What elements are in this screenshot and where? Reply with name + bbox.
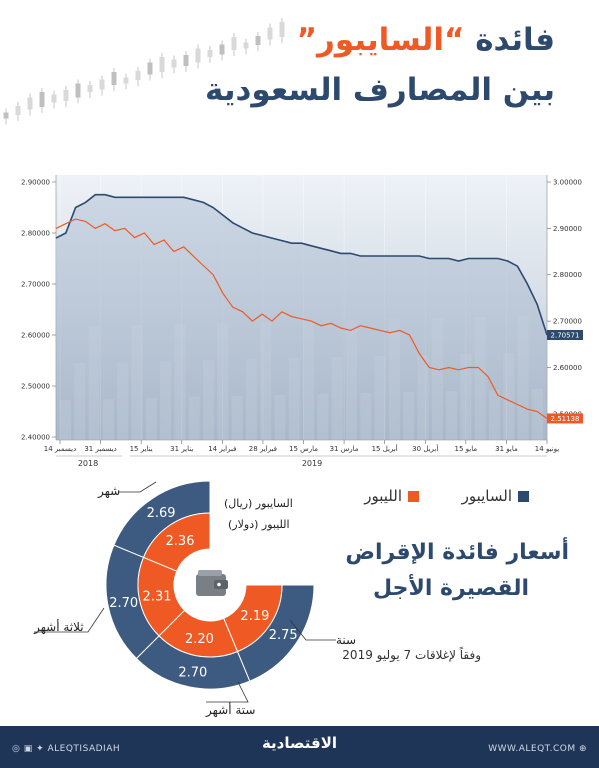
candle	[123, 77, 129, 84]
candle	[231, 37, 237, 50]
legend-libor-swatch	[408, 491, 419, 502]
saibor-value-label: 2.70	[109, 596, 138, 611]
footer-website[interactable]: WWW.ALEQT.COM ⊕	[488, 744, 587, 754]
candle	[219, 44, 225, 55]
year-label: 2019	[302, 459, 322, 468]
libor-segment-year	[223, 584, 283, 653]
legend-libor: الليبور	[364, 487, 419, 505]
x-tick-label: 14 ديسمبر	[44, 445, 76, 453]
data-note: وفقاً لإغلاقات 7 يوليو 2019	[342, 648, 481, 662]
header-candlestick-decoration	[3, 18, 285, 125]
candle	[147, 62, 153, 75]
candle	[51, 94, 57, 103]
left-axis-tick: 2.40000	[21, 434, 50, 442]
left-axis-tick: 2.90000	[21, 179, 50, 187]
candle	[255, 36, 261, 45]
libor-value-label: 2.36	[166, 534, 195, 549]
candle	[183, 55, 189, 66]
key-libor: الليبور (دولار)	[228, 518, 290, 531]
page-subtitle: بين المصارف السعودية	[205, 72, 555, 108]
x-tick-label: 31 يناير	[170, 445, 193, 453]
left-axis-tick: 2.60000	[21, 332, 50, 340]
candle	[63, 90, 69, 101]
candle	[75, 83, 81, 98]
candle	[3, 112, 9, 119]
candle	[135, 71, 141, 80]
x-tick-label: 15 أبريل	[372, 444, 398, 453]
x-tick-label: 31 ديسمبر	[84, 445, 116, 453]
right-axis-tick: 2.70000	[553, 318, 582, 326]
x-tick-label: 15 مارس	[289, 445, 318, 453]
candle	[87, 85, 93, 92]
x-tick-label: 15 يناير	[130, 445, 153, 453]
x-tick-label: 15 مايو	[455, 445, 478, 453]
x-tick-label: 31 مايو	[495, 445, 518, 453]
libor-last-badge	[547, 413, 583, 424]
left-axis-tick: 2.50000	[21, 383, 50, 391]
title-accent: “السايبور”	[296, 22, 465, 58]
saibor-last-badge	[547, 330, 583, 340]
candle	[171, 59, 177, 68]
page-title: فائدة “السايبور”	[296, 22, 555, 58]
year-label: 2018	[78, 459, 98, 468]
right-axis-tick: 2.80000	[553, 271, 582, 279]
left-axis-tick: 2.70000	[21, 281, 50, 289]
libor-last-label: 2.51138	[551, 415, 580, 423]
candle	[267, 27, 273, 40]
footer-brand: الاقتصادية	[261, 734, 338, 752]
libor-value-label: 2.19	[240, 609, 269, 624]
footer-social: ◎ ▣ ✦ ALEQTISADIAH	[12, 744, 121, 754]
saibor-last-label: 2.70571	[551, 332, 580, 340]
x-tick-label: 30 أبريل	[412, 444, 438, 453]
candle	[195, 48, 201, 63]
libor-segment-3m	[137, 556, 186, 637]
right-axis-tick: 2.60000	[553, 364, 582, 372]
saibor-area	[56, 194, 547, 440]
candle	[111, 72, 117, 85]
legend-saibor-swatch	[518, 491, 529, 502]
candle	[39, 92, 45, 107]
right-axis-tick: 2.90000	[553, 225, 582, 233]
section-title-line2: القصيرة الأجل	[372, 576, 529, 601]
x-tick-label: 14 يونيو	[535, 445, 559, 453]
right-axis-tick: 3.00000	[553, 179, 582, 187]
candle	[27, 97, 33, 110]
saibor-value-label: 2.75	[269, 628, 298, 643]
libor-segment-6m	[158, 609, 239, 658]
saibor-value-label: 2.70	[178, 665, 207, 680]
footer: ◎ ▣ ✦ ALEQTISADIAH الاقتصادية WWW.ALEQT.…	[0, 726, 599, 768]
libor-value-label: 2.31	[143, 590, 172, 605]
libor-line	[55, 218, 548, 419]
wallet-icon	[196, 570, 228, 596]
candle	[279, 22, 285, 37]
x-tick-label: 28 فبراير	[249, 445, 277, 453]
libor-segment-month	[142, 512, 211, 572]
key-saibor: السايبور (ريال)	[224, 497, 293, 510]
cat-label-6m: ستة أشهر	[206, 703, 256, 717]
libor-value-label: 2.20	[185, 632, 214, 647]
candle	[207, 50, 213, 57]
saibor-line	[55, 193, 548, 336]
cat-label-year: سنة	[336, 633, 357, 647]
cat-label-3m: ثلاثة أشهر	[34, 620, 84, 634]
x-tick-label: 14 فبراير	[208, 445, 236, 453]
rates-line-chart: 2.90000 2.80000 2.70000 2.60000 2.50000 2.400…	[21, 175, 583, 468]
candle	[15, 106, 21, 115]
saibor-value-label: 2.69	[147, 506, 176, 521]
candle	[243, 42, 249, 49]
candle	[159, 57, 165, 72]
x-tick-label: 31 مارس	[330, 445, 359, 453]
cat-label-month: شهر	[98, 484, 121, 498]
candle	[99, 79, 105, 90]
legend-saibor: السايبور	[462, 487, 529, 505]
section-title: أسعار فائدة الإقراض	[345, 540, 569, 565]
donut-chart: 2.69 2.36 2.70 2.31 2.70 2.20 2.752.19	[34, 480, 336, 703]
left-axis-tick: 2.80000	[21, 230, 50, 238]
